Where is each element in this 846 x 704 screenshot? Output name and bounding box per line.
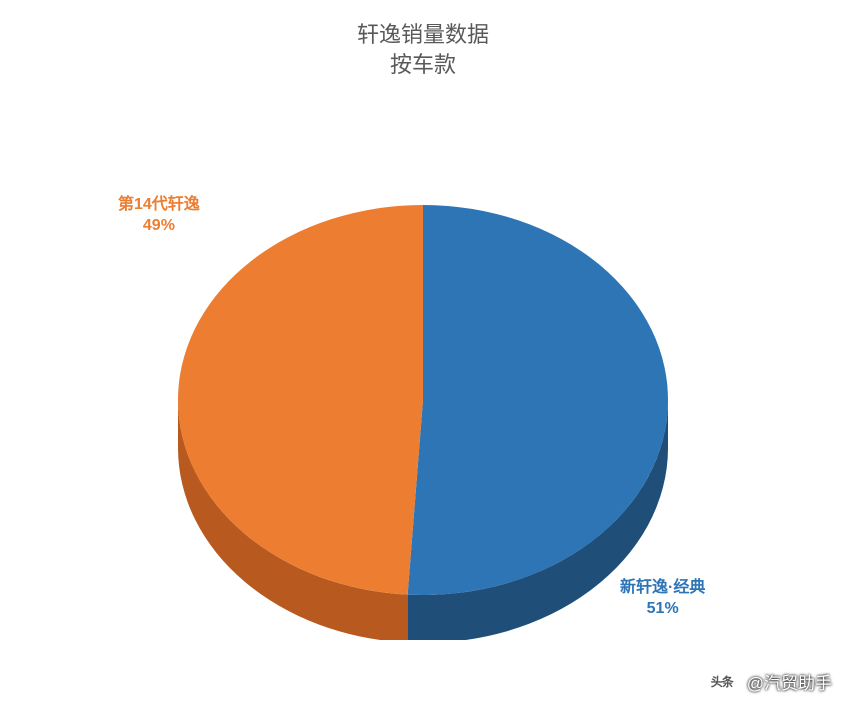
title-line-1: 轩逸销量数据 [0, 20, 846, 50]
label-pct-1: 49% [118, 216, 200, 237]
data-label-slice-0: 新轩逸·经典 51% [620, 578, 705, 620]
chart-title: 轩逸销量数据 按车款 [0, 20, 846, 79]
label-pct-0: 51% [620, 599, 705, 620]
label-name-0: 新轩逸·经典 [620, 578, 705, 599]
data-label-slice-1: 第14代轩逸 49% [118, 195, 200, 237]
watermark: 头条 @汽贸助手 [703, 669, 832, 694]
label-name-1: 第14代轩逸 [118, 195, 200, 216]
pie-chart: 新轩逸·经典 51% 第14代轩逸 49% [0, 110, 846, 640]
watermark-text: @汽贸助手 [747, 669, 832, 694]
title-line-2: 按车款 [0, 50, 846, 80]
pie-svg [0, 110, 846, 640]
watermark-badge: 头条 [703, 671, 741, 693]
